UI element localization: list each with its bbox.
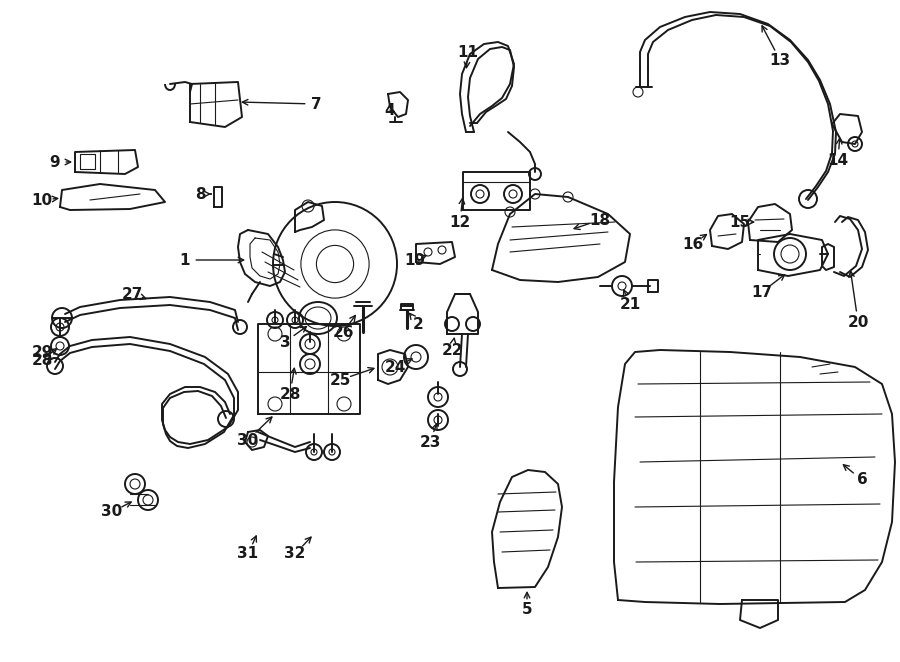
Text: 6: 6 (857, 473, 868, 487)
Text: 29: 29 (32, 344, 53, 359)
Text: 25: 25 (329, 373, 351, 387)
Text: 30: 30 (102, 504, 122, 520)
Text: 28: 28 (32, 352, 53, 367)
Text: 18: 18 (590, 213, 610, 228)
Text: 23: 23 (419, 434, 441, 449)
Text: 11: 11 (457, 44, 479, 60)
Text: 20: 20 (847, 314, 868, 330)
Text: 13: 13 (770, 52, 790, 68)
Text: 30: 30 (238, 432, 258, 448)
Text: 7: 7 (310, 97, 321, 111)
Text: 1: 1 (180, 252, 190, 267)
Text: 22: 22 (441, 342, 463, 357)
Text: 2: 2 (412, 316, 423, 332)
Text: 32: 32 (284, 547, 306, 561)
Text: 4: 4 (384, 103, 395, 117)
Text: 9: 9 (50, 154, 60, 169)
Text: 12: 12 (449, 214, 471, 230)
Text: 28: 28 (279, 387, 301, 401)
Text: 10: 10 (32, 193, 52, 207)
Text: 24: 24 (384, 359, 406, 375)
Text: 21: 21 (619, 297, 641, 312)
Text: 15: 15 (729, 214, 751, 230)
Text: 16: 16 (682, 236, 704, 252)
Text: 19: 19 (404, 252, 426, 267)
Text: 8: 8 (194, 187, 205, 201)
Text: 26: 26 (332, 324, 354, 340)
Text: 14: 14 (827, 152, 849, 167)
Text: 17: 17 (752, 285, 772, 299)
Text: 27: 27 (122, 287, 143, 301)
Text: 3: 3 (280, 334, 291, 350)
Text: 5: 5 (522, 602, 532, 618)
Text: 31: 31 (238, 547, 258, 561)
